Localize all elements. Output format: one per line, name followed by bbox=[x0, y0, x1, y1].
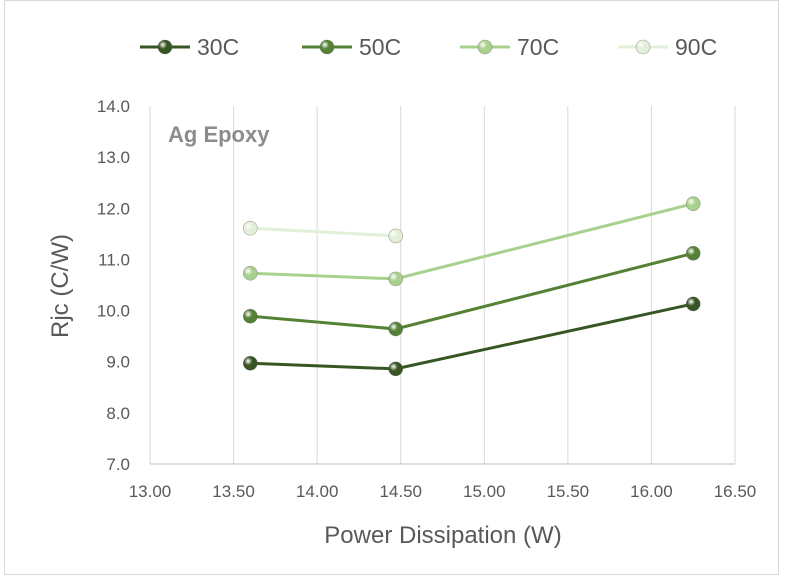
data-point-50C bbox=[242, 308, 258, 324]
data-point-70C bbox=[685, 196, 701, 211]
y-tick-label: 7.0 bbox=[106, 455, 130, 474]
legend: 30C 50C 70C 90C bbox=[140, 34, 717, 60]
x-tick-label: 16.50 bbox=[714, 482, 757, 501]
legend-label-30C: 30C bbox=[197, 34, 239, 60]
data-point-30C bbox=[242, 355, 258, 371]
chart-frame bbox=[4, 0, 779, 575]
x-tick-label: 15.00 bbox=[463, 482, 506, 501]
data-point-50C bbox=[388, 321, 404, 337]
data-point-30C bbox=[388, 361, 404, 377]
y-tick-label: 10.0 bbox=[97, 302, 130, 321]
x-tick-label: 14.50 bbox=[379, 482, 422, 501]
legend-label-90C: 90C bbox=[675, 34, 717, 60]
y-tick-label: 11.0 bbox=[98, 250, 130, 269]
x-tick-label: 13.50 bbox=[212, 482, 255, 501]
y-axis-title: Rjc (C/W) bbox=[47, 234, 74, 338]
data-point-30C bbox=[685, 296, 701, 312]
x-axis-title: Power Dissipation (W) bbox=[324, 522, 561, 549]
legend-marker-90C bbox=[635, 39, 651, 55]
x-tick-label: 13.00 bbox=[129, 482, 172, 501]
y-tick-label: 9.0 bbox=[106, 353, 130, 372]
axes: 13.00 13.50 14.00 14.50 15.00 15.50 16.00 16.50… bbox=[97, 97, 756, 501]
legend-label-50C: 50C bbox=[359, 34, 401, 60]
y-tick-label: 12.0 bbox=[97, 199, 130, 218]
grid-lines bbox=[149, 106, 736, 464]
chart-annotation: Ag Epoxy bbox=[168, 122, 270, 147]
legend-marker-30C bbox=[157, 39, 173, 55]
series-line-90C bbox=[250, 226, 396, 238]
data-point-90C bbox=[242, 220, 258, 236]
x-tick-label: 16.00 bbox=[630, 482, 673, 501]
x-tick-label: 15.50 bbox=[547, 482, 590, 501]
x-tick-label: 14.00 bbox=[296, 482, 339, 501]
data-point-50C bbox=[685, 245, 701, 261]
series-layer bbox=[242, 196, 701, 377]
legend-label-70C: 70C bbox=[517, 34, 559, 60]
data-point-90C bbox=[388, 228, 404, 244]
y-tick-label: 13.0 bbox=[97, 148, 130, 167]
data-point-70C bbox=[388, 271, 404, 287]
legend-marker-70C bbox=[477, 39, 493, 55]
legend-marker-50C bbox=[319, 39, 335, 55]
y-tick-label: 14.0 bbox=[97, 97, 130, 116]
data-point-70C bbox=[242, 265, 258, 281]
y-tick-label: 8.0 bbox=[106, 404, 130, 423]
